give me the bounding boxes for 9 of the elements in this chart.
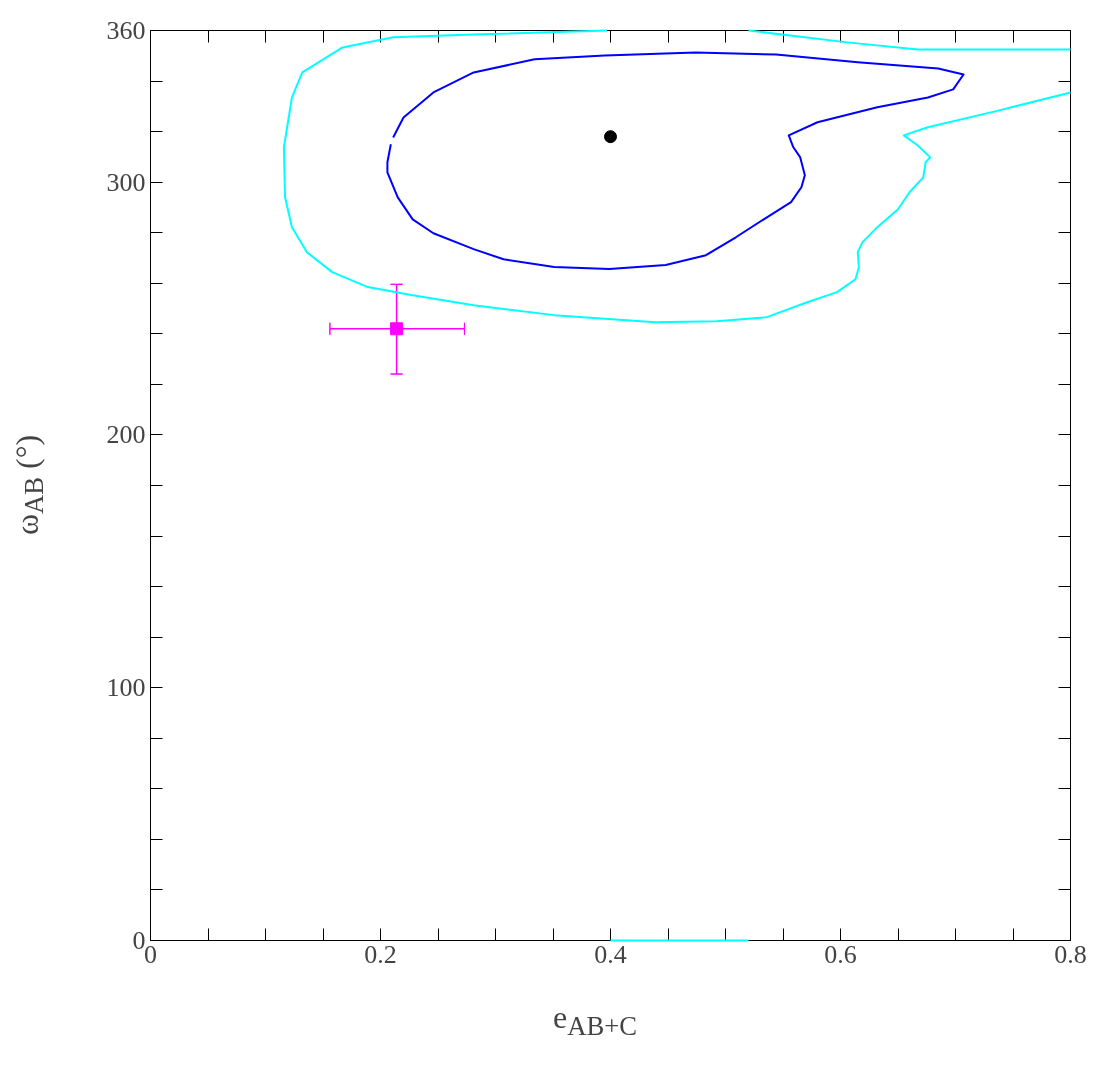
x-tick-label: 0.2 (364, 939, 397, 969)
x-tick-label: 0.4 (594, 939, 627, 969)
y-tick-label: 200 (106, 420, 146, 450)
x-tick-label: 0.8 (1054, 939, 1087, 969)
y-tick-label: 360 (106, 16, 146, 45)
y-tick-label: 300 (106, 167, 146, 197)
x-axis-title: e$_{AB+C}$ (552, 998, 638, 1044)
x-tick-label: 0.6 (824, 939, 857, 969)
y-tick-label: 100 (106, 673, 146, 703)
